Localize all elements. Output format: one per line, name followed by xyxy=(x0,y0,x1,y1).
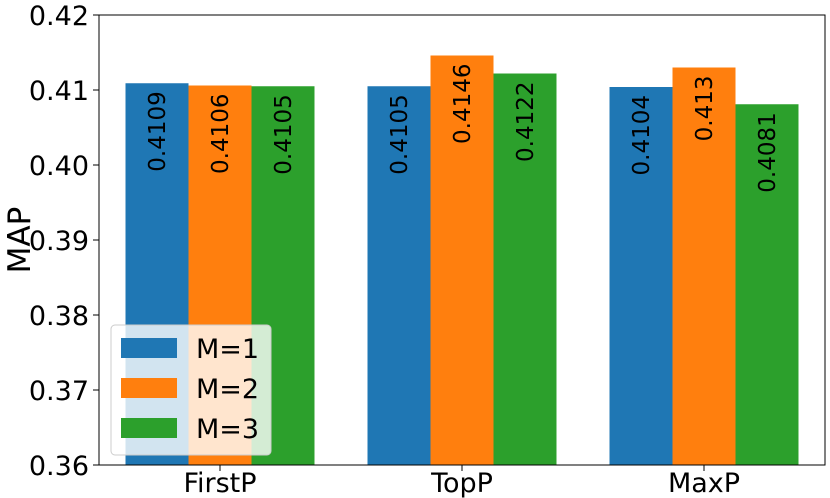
bar-value-label: 0.4146 xyxy=(450,64,476,144)
bar xyxy=(609,87,673,465)
bar xyxy=(493,73,557,465)
legend-swatch xyxy=(121,418,177,438)
bar-value-label: 0.4122 xyxy=(513,82,539,162)
bars-layer xyxy=(125,55,799,465)
bar xyxy=(735,104,799,465)
bar-value-label: 0.413 xyxy=(692,76,718,142)
y-axis-label: MAP xyxy=(2,207,38,274)
legend-swatch xyxy=(121,338,177,358)
y-tick-label: 0.38 xyxy=(29,301,89,332)
bar-value-label: 0.4109 xyxy=(145,91,171,171)
y-tick-label: 0.42 xyxy=(29,1,89,32)
legend-label: M=1 xyxy=(196,334,259,365)
legend: M=1 M=2 M=3 xyxy=(110,324,272,456)
y-tick-label: 0.37 xyxy=(29,376,89,407)
x-axis: FirstP TopP MaxP xyxy=(183,465,740,498)
y-tick-label: 0.39 xyxy=(29,226,89,257)
x-tick-label: MaxP xyxy=(668,468,740,498)
legend-swatch xyxy=(121,378,177,398)
bar-value-label: 0.4104 xyxy=(629,95,655,175)
bar xyxy=(430,55,494,465)
bar-value-label: 0.4081 xyxy=(755,112,781,192)
bar xyxy=(672,67,736,465)
y-axis: 0.36 0.37 0.38 0.39 0.40 0.41 0.42 xyxy=(29,1,99,482)
y-tick-label: 0.40 xyxy=(29,151,89,182)
bar-value-label: 0.4105 xyxy=(387,94,413,174)
bar xyxy=(367,86,431,465)
x-tick-label: TopP xyxy=(430,468,493,498)
legend-label: M=3 xyxy=(196,414,259,445)
bar-value-label: 0.4106 xyxy=(208,94,234,174)
bar-value-labels: 0.4109 0.4106 0.4105 0.4105 0.4146 0.4122 0.41… xyxy=(145,64,781,193)
bar-value-label: 0.4105 xyxy=(271,94,297,174)
legend-label: M=2 xyxy=(196,374,259,405)
y-tick-label: 0.41 xyxy=(29,76,89,107)
y-tick-label: 0.36 xyxy=(29,451,89,482)
x-tick-label: FirstP xyxy=(183,468,256,498)
